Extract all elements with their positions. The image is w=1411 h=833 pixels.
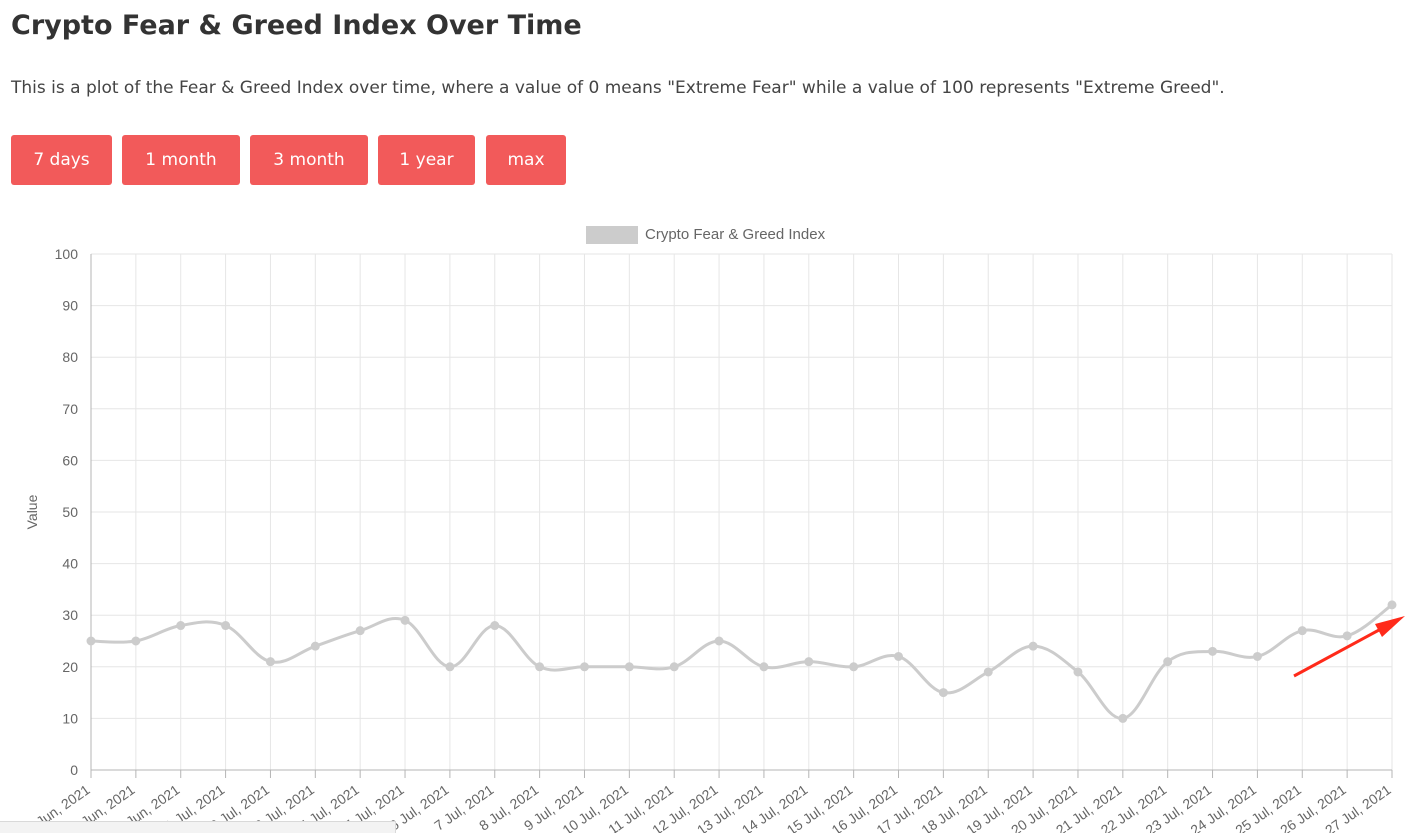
y-tick-label: 30 — [62, 607, 78, 623]
range-1-year-button[interactable]: 1 year — [378, 135, 475, 185]
y-tick-label: 60 — [62, 452, 78, 468]
y-tick-label: 100 — [55, 246, 79, 262]
data-point[interactable] — [1163, 657, 1173, 667]
horizontal-scrollbar[interactable] — [0, 821, 396, 833]
data-point[interactable] — [983, 667, 993, 677]
data-point[interactable] — [1073, 667, 1083, 677]
data-point[interactable] — [1118, 713, 1128, 723]
data-point[interactable] — [624, 662, 634, 672]
y-tick-label: 0 — [70, 762, 78, 778]
page-title: Crypto Fear & Greed Index Over Time — [11, 10, 582, 41]
fear-greed-line-chart: 0 10 20 30 40 50 60 70 80 90 100 28 Jun, 2021 29 Jun… — [0, 215, 1411, 833]
chart-grid — [90, 253, 1393, 771]
y-tick-label: 10 — [62, 710, 78, 726]
data-point[interactable] — [535, 662, 545, 672]
range-max-button[interactable]: max — [486, 135, 566, 185]
data-point[interactable] — [445, 662, 455, 672]
data-point[interactable] — [1387, 600, 1397, 610]
data-point[interactable] — [804, 657, 814, 667]
range-3-month-button[interactable]: 3 month — [250, 135, 368, 185]
fear-greed-series-line — [89, 603, 1394, 720]
y-tick-label: 50 — [62, 504, 78, 520]
data-point[interactable] — [490, 621, 500, 631]
data-point[interactable] — [221, 621, 231, 631]
y-tick-label: 90 — [62, 298, 78, 314]
y-tick-label: 70 — [62, 401, 78, 417]
y-axis-title: Value — [24, 494, 40, 529]
data-point[interactable] — [849, 662, 859, 672]
data-point[interactable] — [355, 626, 365, 636]
y-tick-label: 40 — [62, 556, 78, 572]
legend-series-swatch — [586, 226, 638, 244]
data-point[interactable] — [310, 641, 320, 651]
range-7-days-button[interactable]: 7 days — [11, 135, 112, 185]
data-point[interactable] — [131, 636, 141, 646]
data-point[interactable] — [1342, 631, 1352, 641]
data-point[interactable] — [1028, 641, 1038, 651]
data-point[interactable] — [938, 688, 948, 698]
y-tick-label: 20 — [62, 659, 78, 675]
data-point[interactable] — [579, 662, 589, 672]
data-point[interactable] — [669, 662, 679, 672]
data-point[interactable] — [1208, 646, 1218, 656]
data-point[interactable] — [759, 662, 769, 672]
data-point[interactable] — [265, 657, 275, 667]
data-point[interactable] — [894, 651, 904, 661]
legend-series-label: Crypto Fear & Greed Index — [645, 226, 826, 243]
data-point[interactable] — [1297, 626, 1307, 636]
y-tick-label: 80 — [62, 349, 78, 365]
page-description: This is a plot of the Fear & Greed Index… — [11, 78, 1225, 98]
data-point[interactable] — [400, 615, 410, 625]
range-1-month-button[interactable]: 1 month — [122, 135, 240, 185]
data-point[interactable] — [176, 621, 186, 631]
data-point[interactable] — [1252, 651, 1262, 661]
data-point[interactable] — [714, 636, 724, 646]
data-point[interactable] — [86, 636, 96, 646]
